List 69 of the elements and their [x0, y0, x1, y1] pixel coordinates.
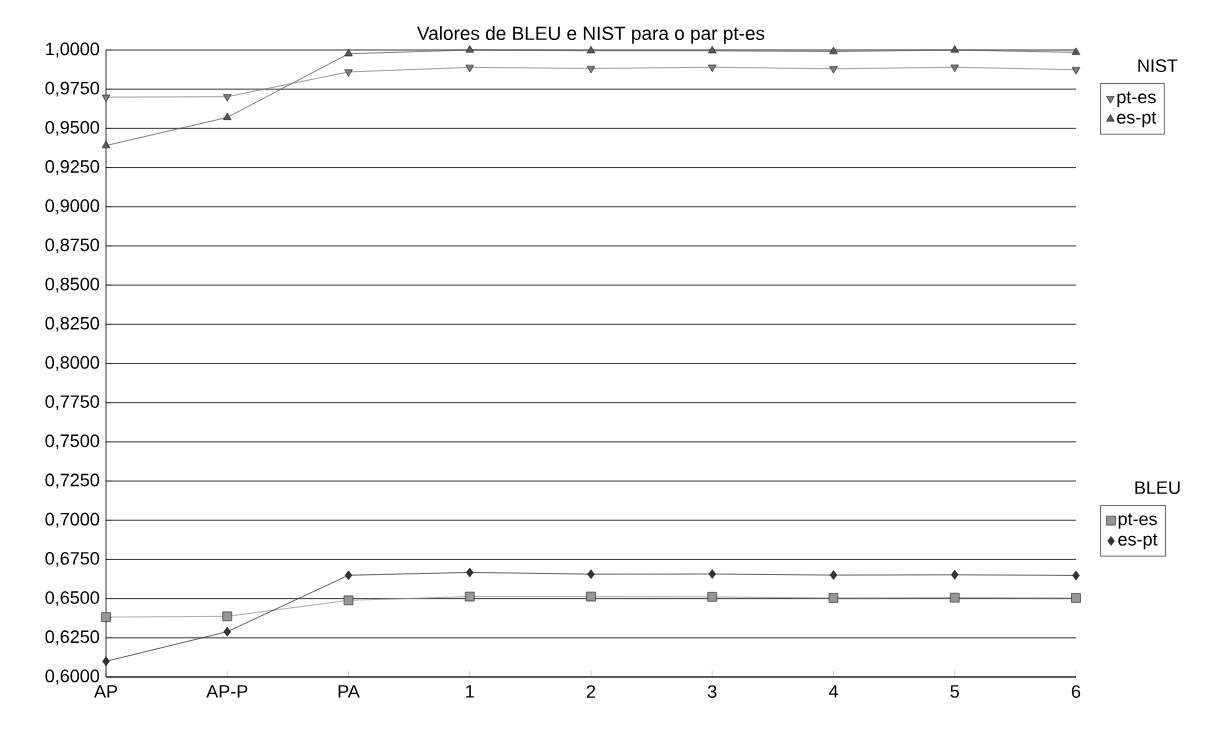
y-tick-label: 0,9000	[45, 199, 100, 215]
point	[586, 65, 596, 74]
y-tick-label: 0,8000	[45, 356, 100, 371]
legend-label: es-pt	[1117, 111, 1157, 128]
point	[587, 569, 595, 579]
x-tick-label: 4	[828, 685, 838, 698]
point	[950, 64, 959, 72]
point	[344, 570, 353, 580]
x-tick-label: 6	[1071, 685, 1081, 698]
y-tick-label: 1,0000	[46, 42, 100, 58]
x-tick-label: 1	[466, 685, 474, 698]
point	[344, 69, 353, 77]
point	[707, 592, 717, 602]
y-tick-label: 0,9500	[45, 120, 100, 136]
point	[951, 570, 959, 580]
point	[465, 64, 474, 73]
point	[829, 66, 838, 74]
chart-title: Valores de BLEU e NIST para o par pt-es	[417, 26, 765, 44]
x-tick-label: AP	[94, 685, 118, 698]
y-tick-label: 0,7750	[45, 395, 100, 411]
y-tick-label: 0,8500	[45, 277, 100, 293]
point	[466, 567, 474, 578]
point	[828, 593, 839, 603]
point	[102, 656, 110, 667]
x-tick-label: AP-P	[206, 685, 248, 698]
legend-label: pt-es	[1117, 91, 1156, 107]
legend-label: es-pt	[1118, 533, 1158, 550]
point	[101, 612, 111, 622]
point	[344, 49, 353, 57]
y-tick-label: 0,7250	[45, 473, 100, 489]
x-tick-label: 5	[950, 685, 959, 698]
x-tick-label: PA	[338, 685, 360, 698]
point	[708, 569, 716, 579]
point	[586, 46, 596, 54]
legend-label: pt-es	[1118, 513, 1157, 529]
y-tick-label: 0,7000	[45, 512, 100, 528]
y-tick-label: 0,8250	[45, 316, 100, 332]
point	[223, 94, 232, 102]
y-tick-label: 0,6750	[45, 551, 100, 567]
point	[1071, 67, 1081, 75]
y-tick-label: 0,7500	[45, 434, 100, 450]
point	[586, 591, 596, 602]
point	[708, 46, 717, 54]
y-tick-label: 0,8750	[45, 238, 100, 254]
point	[829, 570, 838, 580]
x-tick-label: 3	[707, 685, 717, 698]
text: BLEU	[1135, 481, 1180, 494]
point	[223, 626, 231, 637]
y-tick-label: 0,9750	[45, 81, 100, 97]
point	[1071, 593, 1081, 603]
point	[222, 611, 233, 622]
point	[343, 595, 354, 606]
point	[101, 94, 111, 102]
x-tick-label: 2	[586, 685, 596, 698]
point	[708, 64, 717, 72]
y-tick-label: 0,6250	[45, 630, 100, 646]
y-tick-label: 0,6500	[45, 591, 100, 607]
point	[465, 591, 475, 602]
y-tick-label: 0,6000	[45, 669, 100, 685]
point	[1072, 570, 1080, 581]
point	[223, 112, 232, 120]
point	[829, 46, 838, 55]
text: NIST	[1138, 59, 1178, 72]
point	[949, 592, 960, 603]
point	[950, 45, 959, 53]
point	[1071, 47, 1081, 55]
point	[465, 45, 474, 53]
point	[101, 140, 111, 149]
y-tick-label: 0,9250	[45, 160, 100, 175]
